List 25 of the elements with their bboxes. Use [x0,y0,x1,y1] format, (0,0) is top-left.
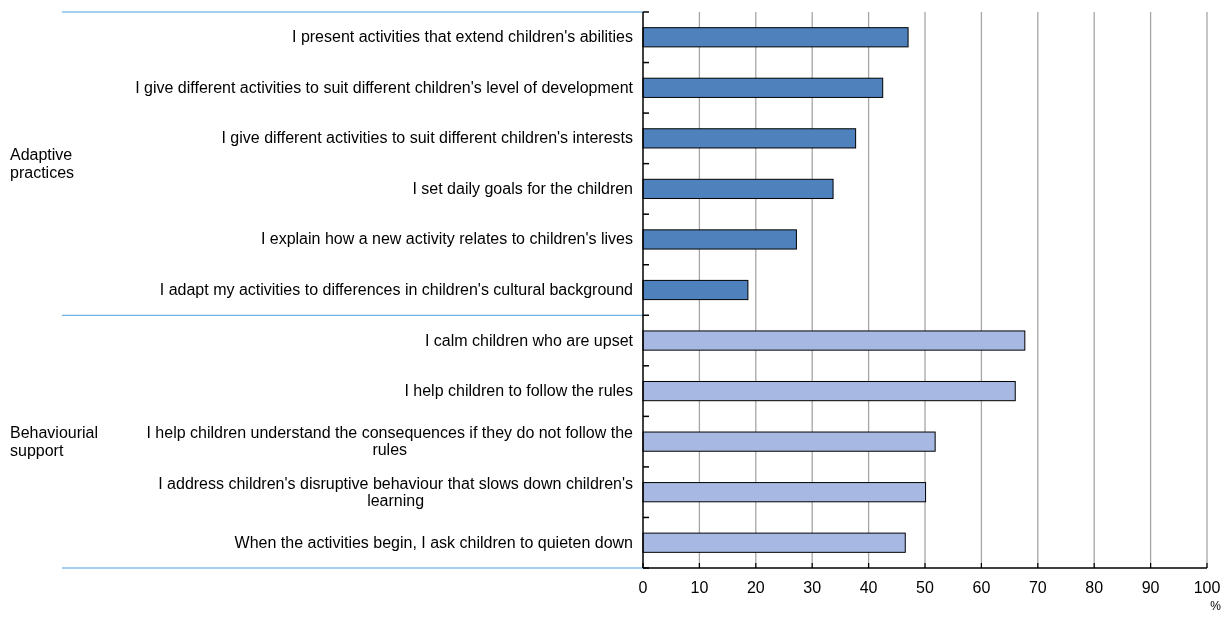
y-tick-label: When the activities begin, I ask children to quieten down [234,533,633,551]
x-tick-label: 30 [803,579,822,596]
x-tick-label: 40 [859,579,878,596]
y-tick-label: I give different activities to suit different children's interests [221,129,633,147]
text: Adaptive practices [10,145,75,181]
x-tick-label: 60 [972,579,991,596]
x-tick-label: 20 [746,579,765,596]
x-tick-label: 80 [1085,579,1104,596]
text: Behaviourial support [10,423,99,459]
x-tick-label: 50 [916,579,934,596]
x-tick-label: 10 [690,579,709,596]
y-tick-label: I set daily goals for the children [412,179,633,197]
y-tick-label: I present activities that extend children's abilities [291,28,633,46]
y-tick-label: I help children understand the consequences if they do not follow the rules [146,424,634,459]
y-tick-label: I address children's disruptive behaviour that slows down children's learning [158,474,633,509]
x-axis-title: % [1210,599,1222,613]
y-tick-label: I give different activities to suit different children's level of development [135,78,634,96]
x-tick-label: 70 [1028,579,1047,596]
x-tick-label: 90 [1141,579,1160,596]
x-tick-label: 100 [1193,579,1221,596]
y-tick-label: I help children to follow the rules [404,382,633,400]
y-tick-label: I calm children who are upset [424,331,634,349]
y-tick-label: I explain how a new activity relates to children's lives [260,230,633,248]
y-tick-label: I adapt my activities to differences in children's cultural background [159,281,633,298]
x-tick-label: 0 [638,579,648,596]
